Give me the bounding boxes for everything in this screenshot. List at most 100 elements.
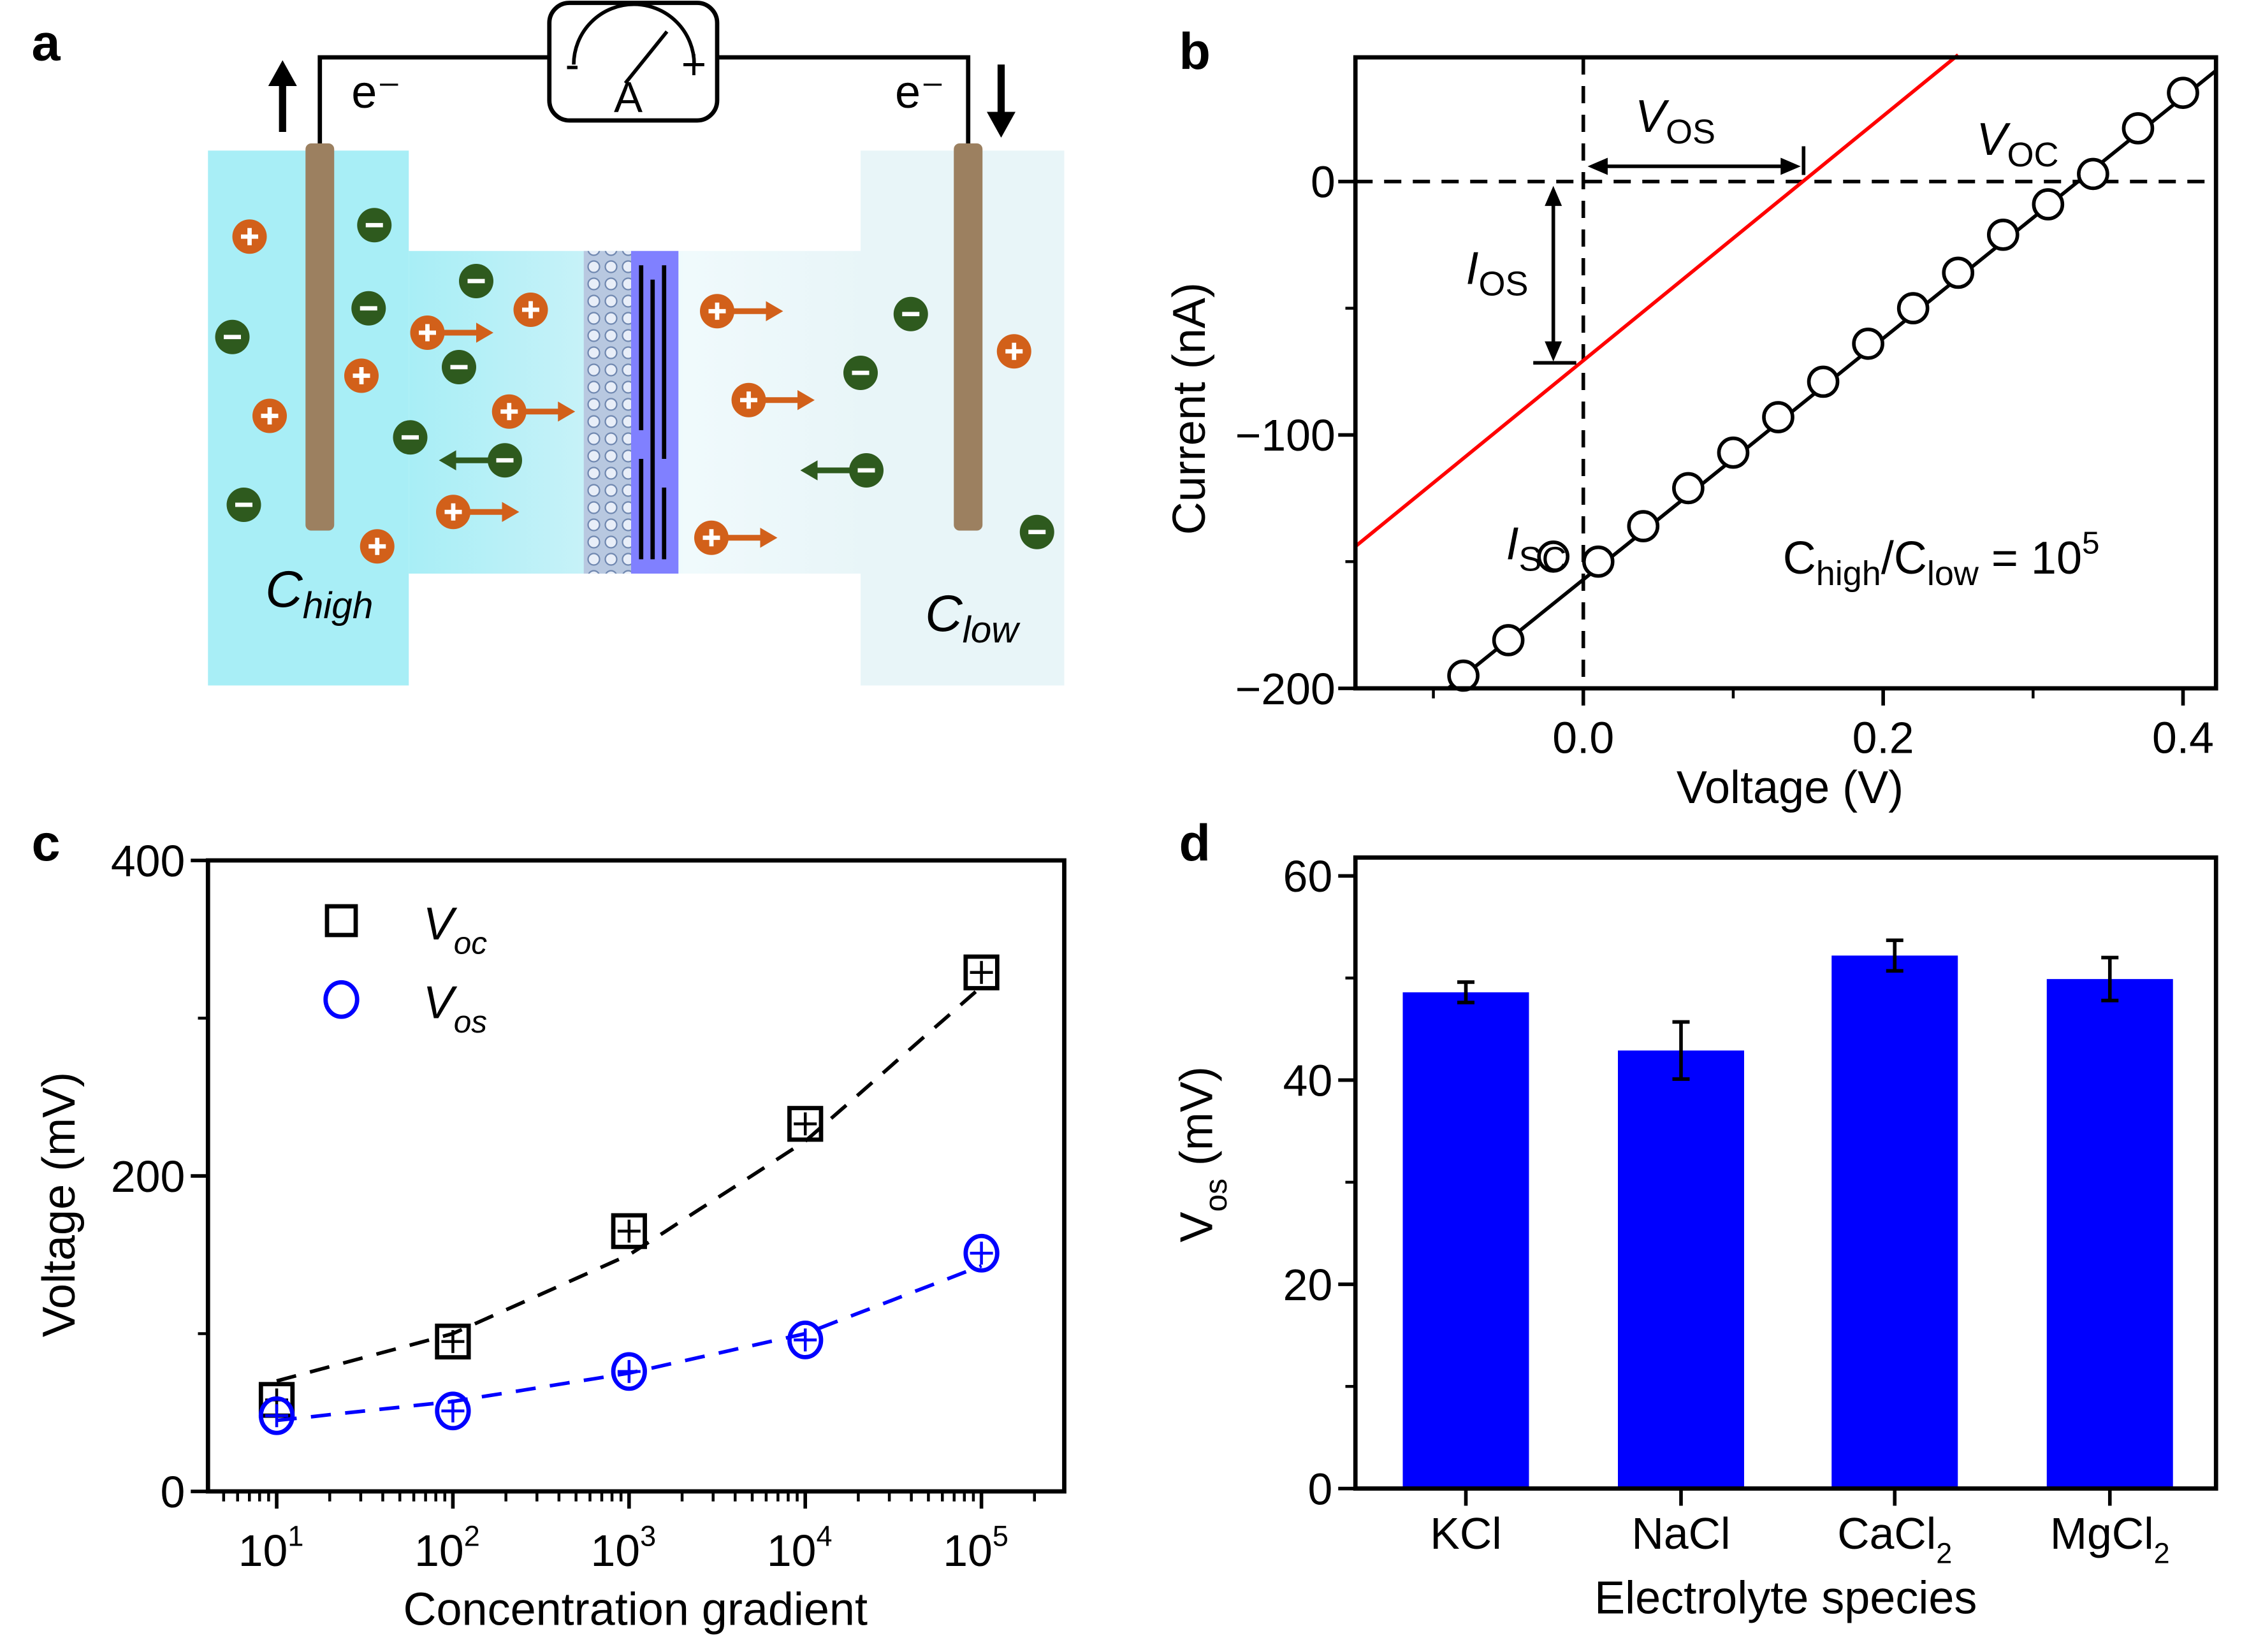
data-point bbox=[1762, 401, 1794, 433]
data-point-circle bbox=[963, 1233, 1000, 1273]
arrowhead-icon bbox=[439, 450, 456, 470]
legend-circle-icon bbox=[323, 980, 360, 1019]
data-point bbox=[1447, 659, 1480, 692]
wire bbox=[317, 55, 971, 143]
plus-icon bbox=[740, 391, 757, 409]
y-axis-label: Vos (mV) bbox=[1171, 1066, 1234, 1242]
iv-chart: b 0.0 0.2 0.4 0 −100 −200 Voltage (V) Current… bbox=[1164, 23, 2218, 813]
plus-icon bbox=[522, 301, 539, 319]
schematic-panel: a - + A e⁻ e⁻ Chigh Clow bbox=[32, 1, 1065, 686]
ammeter-dial bbox=[572, 3, 696, 65]
c-high-label: Chigh bbox=[265, 561, 373, 627]
plus-icon bbox=[241, 228, 258, 245]
y-tick-label: 0 bbox=[1307, 1464, 1332, 1514]
data-point-square bbox=[435, 1323, 471, 1359]
ammeter-needle-icon bbox=[623, 30, 669, 85]
y-tick-label: −100 bbox=[1235, 410, 1336, 460]
electron-label-left: e⁻ bbox=[351, 67, 401, 118]
x-tick-label: NaCl bbox=[1631, 1509, 1730, 1558]
plot-frame bbox=[1353, 855, 2218, 1491]
error-bar bbox=[1886, 938, 1903, 973]
data-point bbox=[1582, 545, 1615, 578]
y-axis-label: Voltage (mV) bbox=[34, 1072, 85, 1337]
error-bar bbox=[1457, 980, 1474, 1004]
data-point bbox=[1717, 436, 1750, 469]
vos-annotation: VOS bbox=[1635, 91, 1715, 151]
legend-square-icon bbox=[324, 904, 358, 938]
y-tick-label: 0 bbox=[160, 1467, 185, 1517]
data-point bbox=[1852, 327, 1884, 360]
error-bar bbox=[441, 1330, 465, 1353]
x-axis-label: Concentration gradient bbox=[404, 1584, 868, 1635]
data-point-circle bbox=[258, 1396, 295, 1435]
data-point bbox=[2122, 112, 2155, 145]
x-tick-label: 0.0 bbox=[1552, 713, 1614, 762]
bar bbox=[2046, 979, 2173, 1489]
x-tick-label: KCl bbox=[1430, 1509, 1501, 1558]
data-point bbox=[2032, 188, 2065, 221]
data-point bbox=[1672, 472, 1705, 505]
plus-icon bbox=[702, 529, 720, 547]
error-bar bbox=[1672, 1020, 1690, 1081]
data-point bbox=[2077, 157, 2109, 191]
plus-icon bbox=[444, 503, 462, 521]
data-point bbox=[1537, 540, 1570, 573]
ammeter-label: A bbox=[614, 74, 643, 122]
error-bar bbox=[794, 1328, 817, 1352]
data-point bbox=[1807, 365, 1840, 398]
legend-vos: Vos bbox=[423, 978, 487, 1040]
x-tick-label: 104 bbox=[767, 1520, 833, 1576]
y-tick-label: 0 bbox=[1311, 157, 1336, 207]
plus-icon bbox=[500, 403, 518, 421]
y-tick-label: 40 bbox=[1283, 1055, 1333, 1105]
porous-support bbox=[583, 250, 631, 574]
error-bar bbox=[617, 1219, 641, 1243]
data-point-square bbox=[787, 1106, 824, 1142]
bar bbox=[1618, 1050, 1744, 1489]
data-point bbox=[1627, 510, 1660, 542]
ammeter-plus: + bbox=[681, 41, 706, 89]
ios-annotation: IOS bbox=[1466, 243, 1529, 303]
x-axis-label: Voltage (V) bbox=[1677, 762, 1903, 813]
x-tick-label: 101 bbox=[238, 1520, 304, 1576]
data-point bbox=[2167, 76, 2199, 109]
panel-label-a: a bbox=[32, 15, 61, 72]
electron-label-right: e⁻ bbox=[895, 67, 945, 118]
error-bar bbox=[970, 960, 993, 984]
fit-curve-oc bbox=[276, 985, 983, 1383]
error-bar bbox=[617, 1359, 641, 1383]
data-point-circle bbox=[435, 1391, 471, 1431]
arrowhead-icon bbox=[476, 322, 493, 343]
bar bbox=[1402, 992, 1529, 1489]
electron-down-arrow-icon bbox=[987, 64, 1015, 138]
y-axis-label: Current (nA) bbox=[1164, 282, 1215, 535]
x-tick-label: 0.2 bbox=[1852, 713, 1914, 762]
error-bar bbox=[265, 1404, 289, 1428]
plus-icon bbox=[353, 367, 370, 384]
x-tick-label: 103 bbox=[591, 1520, 657, 1576]
plus-icon bbox=[368, 537, 386, 555]
legend: Voc Vos bbox=[323, 899, 488, 1040]
y-tick-label: 200 bbox=[111, 1152, 185, 1201]
ios-arrowheads-icon bbox=[1545, 185, 1562, 362]
x-tick-label: 105 bbox=[943, 1520, 1008, 1576]
plot-frame bbox=[1353, 55, 2218, 691]
plus-icon bbox=[1005, 342, 1023, 360]
data-point bbox=[1896, 292, 1930, 324]
electrode-left bbox=[305, 143, 335, 531]
arrowhead-icon bbox=[800, 460, 818, 481]
isc-annotation: ISC bbox=[1506, 519, 1567, 579]
arrowhead-icon bbox=[766, 301, 783, 321]
y-tick-label: −200 bbox=[1235, 664, 1336, 714]
error-bar bbox=[2101, 955, 2119, 1003]
arrowhead-icon bbox=[797, 390, 815, 410]
ammeter-minus: - bbox=[565, 41, 579, 89]
legend-voc: Voc bbox=[423, 899, 488, 961]
arrowhead-icon bbox=[558, 402, 576, 422]
data-point bbox=[1492, 624, 1525, 656]
plus-icon bbox=[261, 407, 279, 424]
bar bbox=[1831, 955, 1958, 1489]
data-point-circle bbox=[787, 1321, 824, 1359]
x-tick-label: 0.4 bbox=[2152, 713, 2214, 762]
error-bar bbox=[794, 1112, 817, 1136]
